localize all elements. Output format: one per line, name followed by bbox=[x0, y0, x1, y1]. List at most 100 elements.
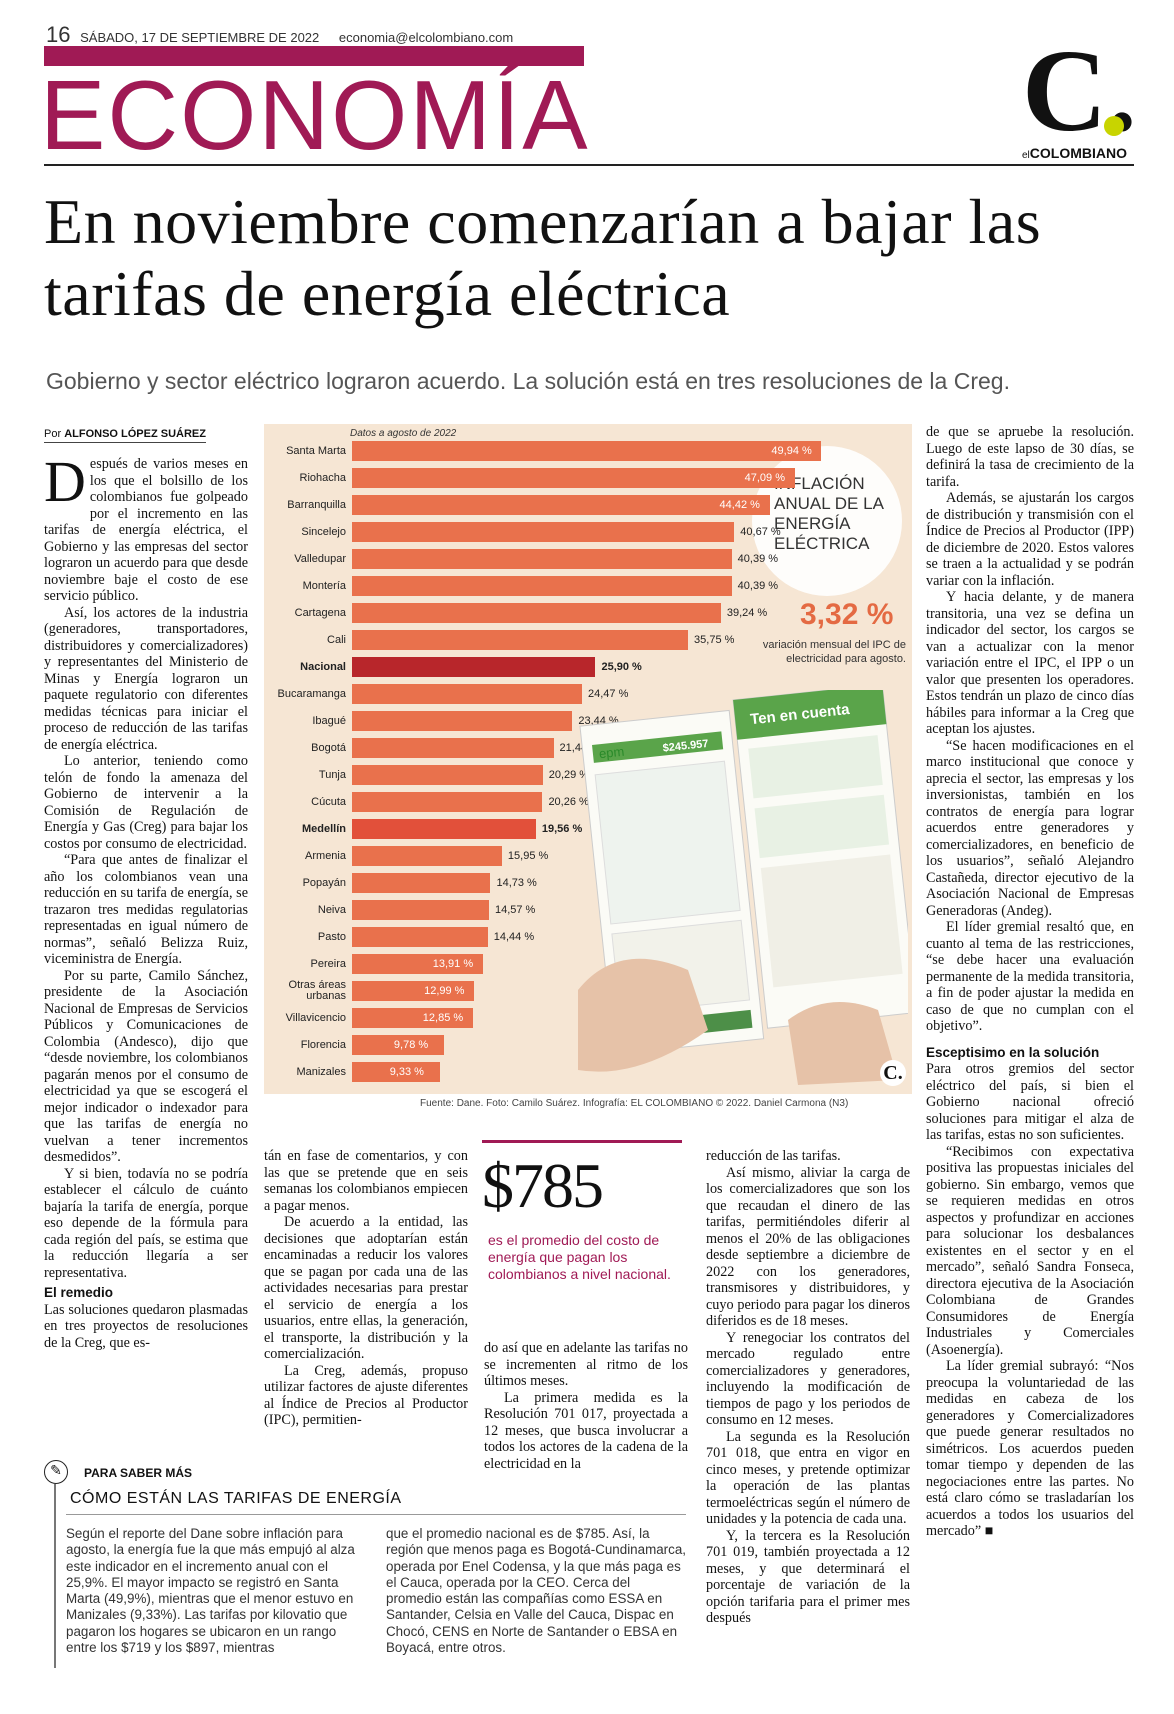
headline: En noviembre comenzarían a bajar las tar… bbox=[44, 186, 1042, 329]
author-name: ALFONSO LÓPEZ SUÁREZ bbox=[64, 428, 206, 440]
bar-row: Florencia 9,78 % bbox=[262, 1034, 862, 1056]
bar-row: Montería 40,39 % bbox=[262, 575, 862, 597]
paragraph: Por su parte, Camilo Sánchez, presidente… bbox=[44, 967, 248, 1166]
bar-value-label: 40,67 % bbox=[740, 526, 781, 538]
paragraph: tán en fase de comentarios, y con las qu… bbox=[264, 1148, 468, 1214]
paragraph: Además, se ajustarán los cargos de distr… bbox=[926, 490, 1134, 589]
section-email[interactable]: economia@elcolombiano.com bbox=[338, 30, 514, 45]
ipc-monthly-value: 3,32 % bbox=[800, 598, 894, 631]
ipc-monthly-note: variación mensual del IPC de electricida… bbox=[762, 639, 906, 665]
paragraph: La segunda es la Resolución 701 018, que… bbox=[706, 1428, 910, 1528]
bar-row: Neiva 14,57 % bbox=[262, 899, 862, 921]
bar-category-label: Neiva bbox=[317, 904, 346, 916]
article-column-4: reducción de las tarifas. Así mismo, ali… bbox=[706, 1148, 910, 1627]
bar-value-label: 14,57 % bbox=[494, 904, 536, 916]
bar-value-label: 47,09 % bbox=[744, 472, 786, 484]
bar bbox=[352, 765, 543, 785]
bar-value-label: 25,90 % bbox=[601, 661, 642, 673]
deck: Gobierno y sector eléctrico lograron acu… bbox=[46, 368, 1010, 394]
bar bbox=[352, 603, 721, 623]
bar-row: Cartagena 39,24 % bbox=[262, 602, 862, 624]
sidebar-title-rule bbox=[66, 1514, 686, 1515]
bar-row: Valledupar 40,39 % bbox=[262, 548, 862, 570]
bar bbox=[352, 684, 583, 704]
bar-category-label: Otras áreas urbanas bbox=[288, 979, 346, 1002]
bar-category-label: Cúcuta bbox=[311, 796, 346, 808]
bar-category-label: Bucaramanga bbox=[277, 688, 347, 700]
bar-category-label: Villavicencio bbox=[285, 1012, 346, 1024]
sidebar-column-2: que el promedio nacional es de $785. Así… bbox=[386, 1526, 686, 1656]
bar-category-label: Barranquilla bbox=[287, 499, 346, 511]
paragraph: De acuerdo a la entidad, las decisiones … bbox=[264, 1214, 468, 1362]
article-column-3: do así que en adelante las tarifas no se… bbox=[484, 1340, 688, 1472]
bar bbox=[352, 954, 483, 974]
bar-category-label: Pereira bbox=[310, 958, 346, 970]
bar-category-label: Medellín bbox=[301, 823, 346, 835]
chart-title: INFLACIÓN ANUAL DE LA ENERGÍA ELÉCTRICA bbox=[774, 474, 883, 553]
bar-value-label: 12,85 % bbox=[422, 1012, 464, 1024]
bar-category-label: Tunja bbox=[318, 769, 346, 781]
paragraph: La primera medida es la Resolución 701 0… bbox=[484, 1389, 688, 1472]
bar-category-label: Manizales bbox=[296, 1066, 346, 1078]
subhead-remedio: El remedio bbox=[44, 1285, 114, 1300]
bar bbox=[352, 819, 536, 839]
bar-category-label: Nacional bbox=[300, 661, 346, 673]
bar-row: Pereira 13,91 % bbox=[262, 953, 862, 975]
paragraph: “Para que antes de finalizar el año los … bbox=[44, 852, 248, 967]
bar-value-label: 40,39 % bbox=[737, 580, 779, 592]
paragraph: Para otros gremios del sector eléctrico … bbox=[926, 1061, 1134, 1143]
bar-row: Bucaramanga 24,47 % bbox=[262, 683, 862, 705]
bar bbox=[352, 657, 596, 677]
bar bbox=[352, 549, 732, 569]
bar bbox=[352, 522, 735, 542]
bar-category-label: Ibagué bbox=[312, 715, 346, 727]
logo-badge-icon: C. bbox=[880, 1060, 906, 1086]
bar bbox=[352, 792, 543, 812]
bar-category-label: Sincelejo bbox=[301, 526, 346, 538]
bar-value-label: 35,75 % bbox=[694, 634, 735, 646]
pullquote-value: $785 bbox=[482, 1150, 604, 1221]
bar-value-label: 24,47 % bbox=[588, 688, 629, 700]
bar-value-label: 9,78 % bbox=[393, 1039, 429, 1051]
page-number: 16 bbox=[46, 22, 71, 47]
bar-row: Ibagué 23,44 % bbox=[262, 710, 862, 732]
pullquote-rule bbox=[482, 1140, 682, 1143]
energy-bill-photo: epm $245.957 Ten en cuenta bbox=[578, 690, 908, 1085]
bill-brand: epm bbox=[598, 744, 625, 762]
chart-note: Datos a agosto de 2022 bbox=[350, 428, 457, 439]
bar-row: Popayán 14,73 % bbox=[262, 872, 862, 894]
bar-row: Nacional 25,90 % bbox=[262, 656, 862, 678]
bar bbox=[352, 1035, 444, 1055]
bar-category-label: Popayán bbox=[302, 877, 346, 889]
bar bbox=[352, 1008, 473, 1028]
bar-category-label: Pasto bbox=[317, 931, 346, 943]
page-folio: 16 SÁBADO, 17 DE SEPTIEMBRE DE 2022 econ… bbox=[46, 22, 513, 48]
paragraph: Las soluciones quedaron plasmadas en tre… bbox=[44, 1301, 248, 1351]
paragraph: Lo anterior, teniendo como telón de fond… bbox=[44, 753, 248, 852]
bar-row: Cúcuta 20,26 % bbox=[262, 791, 862, 813]
bill-amount: $245.957 bbox=[662, 738, 709, 755]
bar-value-label: 19,56 % bbox=[541, 823, 583, 835]
paragraph: Y renegociar los contratos del mercado r… bbox=[706, 1329, 910, 1429]
bar-category-label: Armenia bbox=[305, 850, 346, 862]
sidebar-title: CÓMO ESTÁN LAS TARIFAS DE ENERGÍA bbox=[70, 1490, 402, 1507]
bar bbox=[352, 711, 573, 731]
bar-row: Tunja 20,29 % bbox=[262, 764, 862, 786]
bar-value-label: 39,24 % bbox=[726, 607, 768, 619]
bar-category-label: Montería bbox=[302, 580, 346, 592]
bar-category-label: Bogotá bbox=[311, 742, 346, 754]
bar-value-label: 9,33 % bbox=[389, 1066, 424, 1078]
bar-row: Sincelejo 40,67 % bbox=[262, 521, 862, 543]
bar-row: Manizales 9,33 % bbox=[262, 1061, 862, 1083]
infographic-credits: Fuente: Dane. Foto: Camilo Suárez. Infog… bbox=[420, 1098, 849, 1109]
paragraph: Y hacia delante, y de manera transitoria… bbox=[926, 589, 1134, 737]
bar bbox=[352, 1062, 440, 1082]
bar-row: Armenia 15,95 % bbox=[262, 845, 862, 867]
bar-value-label: 49,94 % bbox=[771, 445, 812, 457]
pullquote-note: es el promedio del costo de energía que … bbox=[488, 1232, 671, 1282]
paragraph: La líder gremial subrayó: “Nos preocupa … bbox=[926, 1358, 1134, 1539]
bar-category-label: Riohacha bbox=[299, 472, 346, 484]
bar-value-label: 20,29 % bbox=[548, 769, 590, 781]
paragraph: La Creg, además, propuso utilizar factor… bbox=[264, 1362, 468, 1429]
paragraph: reducción de las tarifas. bbox=[706, 1148, 841, 1164]
